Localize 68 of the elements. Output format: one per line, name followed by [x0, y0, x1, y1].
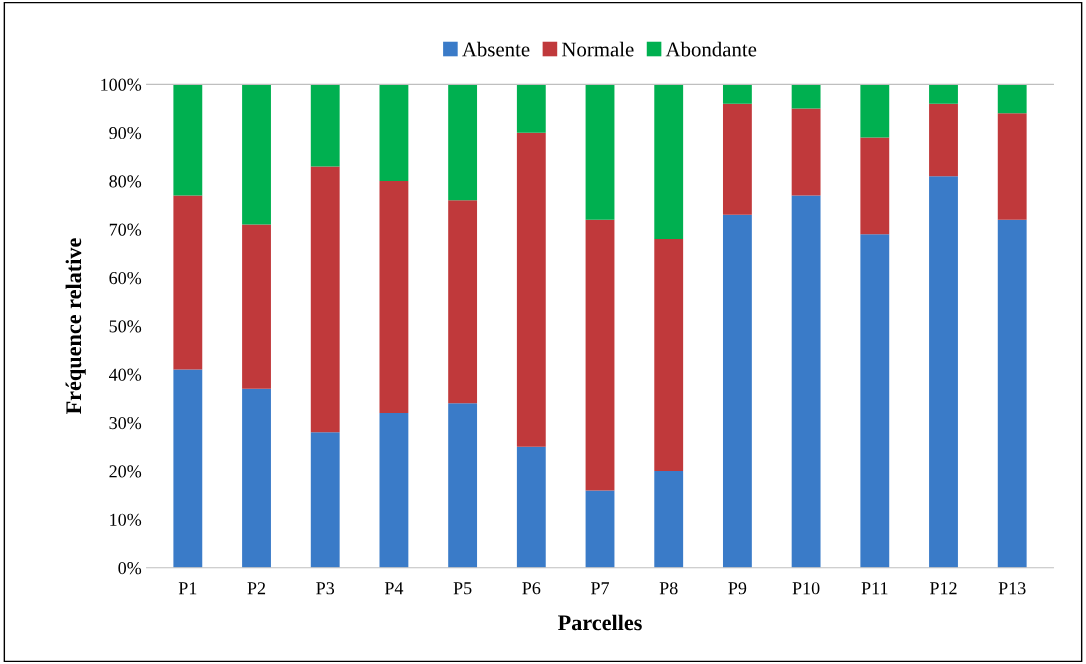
y-tick-label: 50%	[109, 320, 142, 333]
bar	[722, 214, 752, 568]
x-tick-label: P12	[929, 582, 957, 595]
bar	[791, 84, 821, 109]
bar	[585, 219, 615, 491]
bar	[310, 84, 340, 167]
bar	[379, 84, 409, 182]
bar	[722, 103, 752, 215]
legend-label: Normale	[561, 41, 634, 57]
y-tick-label: 80%	[109, 175, 142, 188]
bar	[379, 181, 409, 414]
x-tick-label: P13	[998, 582, 1026, 595]
x-tick-label: P8	[659, 582, 678, 595]
legend-label: Abondante	[665, 41, 757, 57]
x-tick-label: P4	[384, 582, 404, 595]
bar	[722, 84, 752, 104]
bar	[860, 84, 890, 138]
bar	[242, 224, 271, 389]
bar	[448, 403, 478, 568]
bar	[997, 219, 1027, 568]
x-tick-label: P5	[453, 582, 472, 595]
bar	[997, 113, 1027, 220]
bar	[860, 137, 890, 235]
bar	[448, 200, 478, 404]
bar	[860, 234, 890, 568]
bar	[310, 166, 340, 433]
y-tick-label: 100%	[101, 78, 142, 91]
bar	[173, 369, 203, 568]
bar	[516, 132, 546, 447]
x-tick-label: P1	[178, 582, 197, 595]
y-tick-label: 40%	[109, 368, 142, 381]
y-tick-label: 60%	[109, 271, 142, 285]
bar	[173, 195, 203, 370]
x-tick-label: P11	[861, 582, 888, 595]
y-tick-label: 20%	[109, 465, 142, 478]
bar	[585, 490, 615, 568]
bar	[516, 446, 546, 568]
bar	[997, 84, 1027, 114]
x-tick-label: P10	[792, 582, 820, 595]
bar	[242, 388, 271, 568]
bar	[929, 103, 958, 177]
x-tick-label: P3	[316, 582, 335, 595]
bar	[654, 239, 684, 472]
bar	[791, 108, 821, 196]
bar	[585, 84, 615, 220]
y-tick-label: 30%	[109, 416, 142, 430]
bar	[654, 84, 684, 240]
y-tick-label: 90%	[109, 126, 142, 140]
x-tick-label: P7	[591, 582, 610, 595]
y-tick-label: 10%	[110, 513, 142, 526]
y-axis-title: Fréquence relative	[65, 238, 86, 414]
x-tick-label: P9	[728, 582, 747, 595]
bar	[791, 195, 821, 568]
bar	[929, 84, 958, 104]
x-axis-title: Parcelles	[558, 614, 642, 631]
x-tick-label: P6	[522, 582, 541, 595]
y-tick-label: 70%	[109, 223, 142, 236]
bar	[173, 84, 203, 196]
x-tick-label: P2	[247, 582, 266, 595]
bar	[516, 84, 546, 133]
bar	[379, 413, 409, 568]
bar	[654, 471, 684, 568]
bar	[242, 84, 271, 225]
bar	[310, 432, 340, 568]
bar	[448, 84, 478, 201]
y-tick-label: 0%	[118, 561, 142, 575]
bar	[929, 176, 958, 568]
legend-label: Absente	[462, 41, 530, 57]
